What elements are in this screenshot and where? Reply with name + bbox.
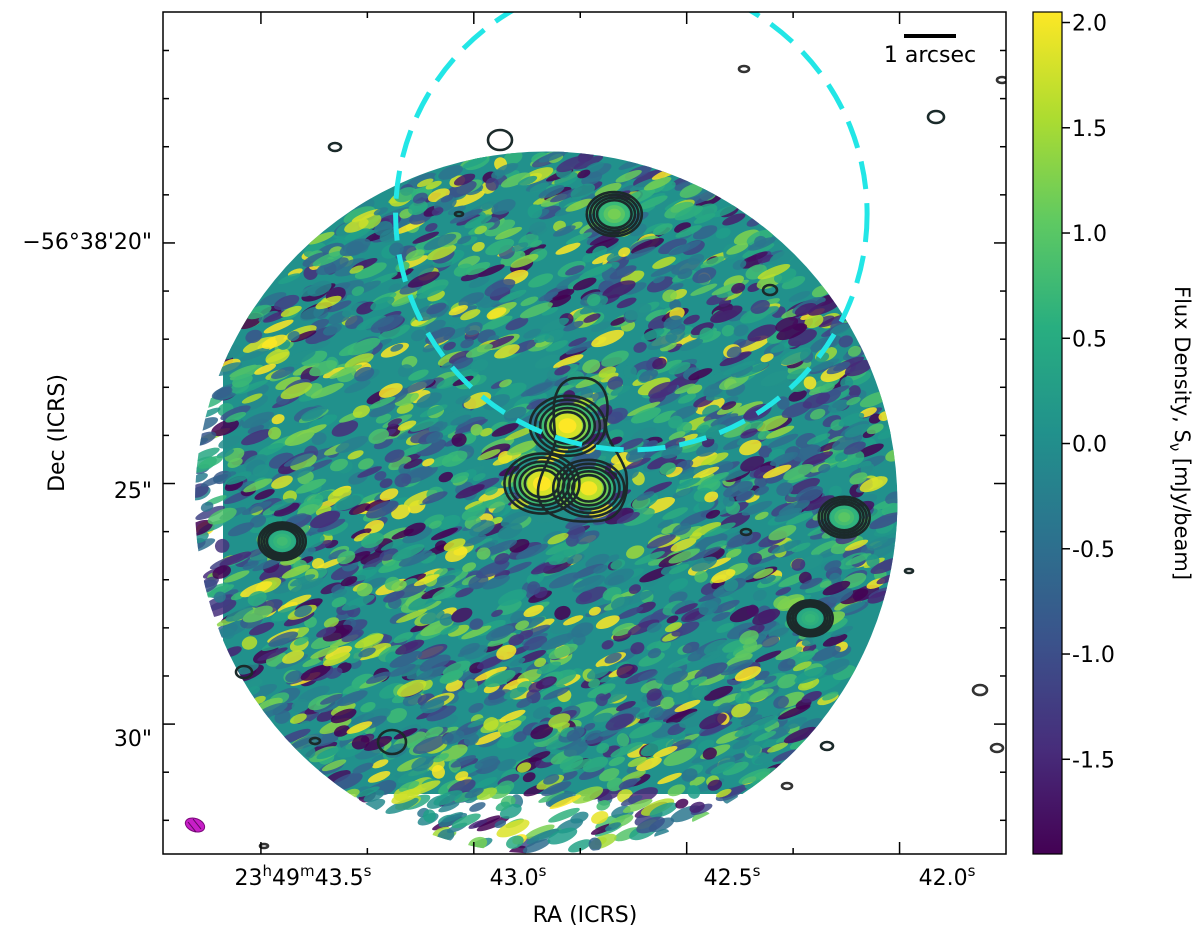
- colorbar-tick-label: 1.0: [1072, 222, 1107, 247]
- contour-5: [817, 495, 872, 539]
- noise-contour: [971, 683, 989, 697]
- beam-ellipse: [184, 817, 206, 833]
- noise-contour: [739, 527, 753, 537]
- y-tick-label-20: −56°38'20": [22, 230, 152, 255]
- colorbar-tick-label: 1.5: [1072, 117, 1107, 142]
- source-6: [794, 605, 826, 632]
- noise-contour: [926, 109, 946, 125]
- source-5: [826, 502, 862, 532]
- x-axis-label: RA (ICRS): [533, 903, 638, 928]
- contours-layer: [234, 64, 1006, 850]
- noise-contour: [258, 842, 270, 850]
- colorbar-label: Flux Density, Sν [mJy/beam]: [1166, 286, 1194, 580]
- noise-contour: [327, 141, 343, 153]
- colorbar-tick-label: 0.5: [1072, 327, 1107, 352]
- y-tick-label-25: 25": [114, 479, 152, 504]
- contour-4: [257, 521, 308, 562]
- colorbar-tick-label: -0.5: [1072, 538, 1115, 563]
- source-3: [595, 198, 634, 231]
- noise-contour: [780, 781, 794, 791]
- y-axis-label: Dec (ICRS): [45, 374, 70, 492]
- noise-contour: [308, 736, 322, 746]
- noise-contour: [737, 64, 751, 74]
- colorbar-tick-label: -1.5: [1072, 748, 1115, 773]
- y-tick-label-30: 30": [114, 727, 152, 752]
- x-tick-label-42-0: 42.0s: [919, 862, 976, 891]
- noise-contour: [995, 75, 1006, 85]
- colorbar-tick-label: 2.0: [1072, 12, 1107, 37]
- noise-contour: [989, 742, 1005, 754]
- colorbar: [1032, 11, 1063, 855]
- contour-group-outline: [536, 376, 629, 523]
- x-tick-label-43-0: 43.0s: [490, 862, 547, 891]
- tick-marks: [163, 12, 1006, 854]
- colorbar-tick-label: -1.0: [1072, 643, 1115, 668]
- colorbar-ticks: 2.0 1.5 1.0 0.5 0.0 -0.5 -1.0 -1.5: [1062, 12, 1115, 773]
- axes-frame: [162, 11, 1007, 855]
- noise-contour: [376, 728, 408, 756]
- noise-contour: [819, 740, 835, 752]
- contour-6: [786, 598, 834, 638]
- noise-contour: [486, 128, 514, 152]
- source-4: [265, 527, 299, 555]
- noise-contour: [234, 664, 254, 680]
- colorbar-tick-label: 0.0: [1072, 433, 1107, 458]
- scale-bar-label: 1 arcsec: [884, 43, 976, 68]
- contour-3: [585, 190, 644, 238]
- primary-beam-circle: [393, 12, 870, 453]
- contour-2: [551, 458, 626, 519]
- noise-contour: [761, 283, 779, 297]
- x-tick-label-43-5: 23h49m43.5s: [235, 862, 372, 891]
- noise-contour: [903, 567, 915, 575]
- x-tick-label-42-5: 42.5s: [704, 862, 761, 891]
- noise-contour: [453, 210, 465, 218]
